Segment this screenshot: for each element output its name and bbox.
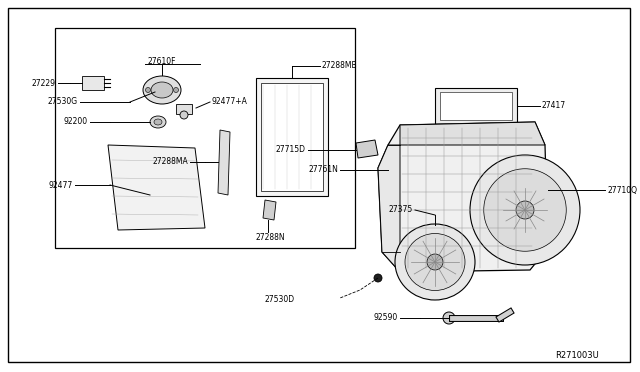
Ellipse shape [470, 155, 580, 265]
Polygon shape [218, 130, 230, 195]
Ellipse shape [405, 234, 465, 291]
Text: 27288MB: 27288MB [322, 61, 358, 71]
Text: 27761N: 27761N [308, 166, 338, 174]
Bar [440, 92, 512, 120]
Ellipse shape [443, 312, 455, 324]
Text: 27417: 27417 [542, 102, 566, 110]
Polygon shape [388, 158, 418, 182]
Text: 27710Q: 27710Q [607, 186, 637, 195]
Text: R271003U: R271003U [555, 350, 599, 359]
Ellipse shape [151, 82, 173, 98]
Bar [176, 104, 192, 114]
Ellipse shape [180, 111, 188, 119]
Text: 27288N: 27288N [255, 232, 285, 241]
Polygon shape [378, 145, 400, 272]
Text: 92200: 92200 [64, 118, 88, 126]
Ellipse shape [173, 87, 179, 93]
Text: 92477: 92477 [49, 180, 73, 189]
Polygon shape [400, 122, 545, 145]
Polygon shape [108, 145, 205, 230]
Ellipse shape [145, 87, 150, 93]
Text: 92477+A: 92477+A [212, 96, 248, 106]
Text: 27610F: 27610F [147, 57, 175, 65]
Ellipse shape [395, 224, 475, 300]
Text: 27375: 27375 [388, 205, 413, 214]
Polygon shape [356, 140, 378, 158]
Ellipse shape [154, 119, 162, 125]
Text: 27530D: 27530D [265, 295, 295, 305]
Ellipse shape [150, 116, 166, 128]
Ellipse shape [143, 76, 181, 104]
Ellipse shape [427, 254, 443, 270]
Ellipse shape [374, 274, 382, 282]
Polygon shape [263, 200, 276, 220]
Bar [256, 78, 328, 196]
Ellipse shape [484, 169, 566, 251]
Text: 27530G: 27530G [48, 97, 78, 106]
Bar [82, 76, 104, 90]
Bar [435, 88, 517, 124]
Bar [55, 28, 355, 248]
Ellipse shape [516, 201, 534, 219]
Bar [261, 83, 323, 191]
Text: 92590: 92590 [374, 314, 398, 323]
Polygon shape [378, 122, 548, 272]
Text: 27229: 27229 [32, 78, 56, 87]
Text: 27715D: 27715D [275, 145, 305, 154]
Text: 27288MA: 27288MA [152, 157, 188, 167]
